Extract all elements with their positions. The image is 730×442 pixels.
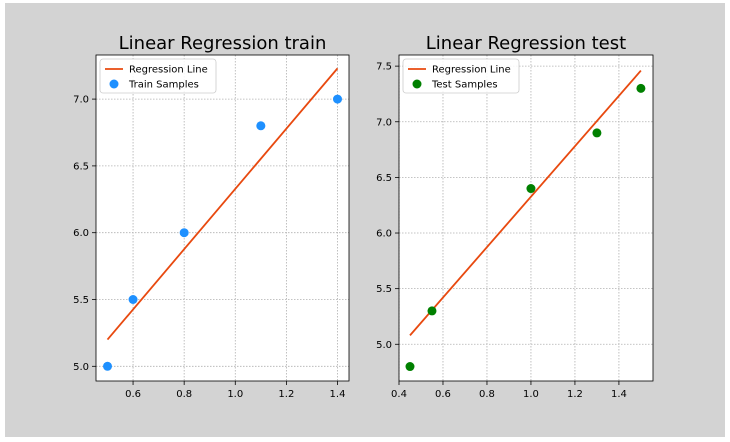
x-tick-label: 1.4	[611, 389, 627, 400]
x-tick-label: 1.0	[523, 389, 539, 400]
data-point	[256, 121, 266, 131]
chart-2: 0.4 0.6 0.8 1.0 1.2 1.4 5.0 5.5 6.0 6.5 7.0 7.5 Line…	[376, 33, 654, 400]
x-tick-label: 0.8	[479, 389, 495, 400]
regression-line	[409, 69, 642, 336]
legend-label: Regression Line	[432, 65, 511, 76]
axes-frame	[95, 54, 350, 382]
y-tick-label: 5.5	[73, 295, 89, 306]
chart-title: Linear Regression train	[119, 33, 327, 54]
data-point	[427, 306, 437, 316]
data-point	[179, 228, 189, 238]
legend-label: Test Samples	[431, 80, 498, 91]
y-tick-label: 6.0	[376, 229, 392, 240]
plot-area	[399, 55, 653, 381]
data-point	[405, 362, 415, 372]
legend-box	[402, 58, 520, 94]
x-tick-label: 0.6	[125, 389, 141, 400]
legend: Regression Line Train Samples	[99, 58, 217, 94]
legend-label: Train Samples	[128, 80, 199, 91]
regression-line	[106, 67, 339, 341]
x-tick-label: 0.6	[435, 389, 451, 400]
y-tick-label: 7.5	[376, 62, 392, 73]
legend-box	[99, 58, 217, 94]
x-tick-label: 1.2	[278, 389, 294, 400]
axes-frame	[398, 54, 654, 382]
x-tick-label: 1.4	[330, 389, 346, 400]
x-tick-label: 1.2	[567, 389, 583, 400]
plot-area	[96, 55, 349, 381]
y-tick-label: 7.0	[376, 117, 392, 128]
data-point	[128, 295, 138, 304]
chart-title: Linear Regression test	[426, 33, 626, 54]
y-tick-label: 7.0	[73, 95, 89, 106]
legend-marker-swatch	[109, 79, 119, 89]
data-point	[592, 128, 602, 138]
data-point	[526, 184, 536, 194]
chart-1: 0.6 0.8 1.0 1.2 1.4 5.0 5.5 6.0 6.5 7.0 Linear Reg…	[73, 33, 350, 400]
y-tick-label: 6.5	[376, 173, 392, 184]
legend-marker-swatch	[412, 79, 422, 89]
y-tick-label: 5.0	[73, 362, 89, 373]
x-tick-label: 0.4	[391, 389, 407, 400]
data-point	[636, 83, 646, 93]
figure: 0.6 0.8 1.0 1.2 1.4 5.0 5.5 6.0 6.5 7.0 Linear Reg…	[5, 3, 725, 437]
y-tick-label: 6.0	[73, 228, 89, 239]
y-tick-label: 6.5	[73, 161, 89, 172]
y-tick-label: 5.5	[376, 284, 392, 295]
data-point	[103, 361, 112, 371]
x-tick-label: 0.8	[176, 389, 192, 400]
chart-svg: 0.6 0.8 1.0 1.2 1.4 5.0 5.5 6.0 6.5 7.0 Linear Reg…	[73, 33, 654, 400]
data-point	[333, 94, 342, 104]
x-tick-label: 1.0	[227, 389, 243, 400]
y-tick-label: 5.0	[376, 340, 392, 351]
legend: Regression Line Test Samples	[402, 58, 520, 94]
legend-label: Regression Line	[129, 65, 208, 76]
